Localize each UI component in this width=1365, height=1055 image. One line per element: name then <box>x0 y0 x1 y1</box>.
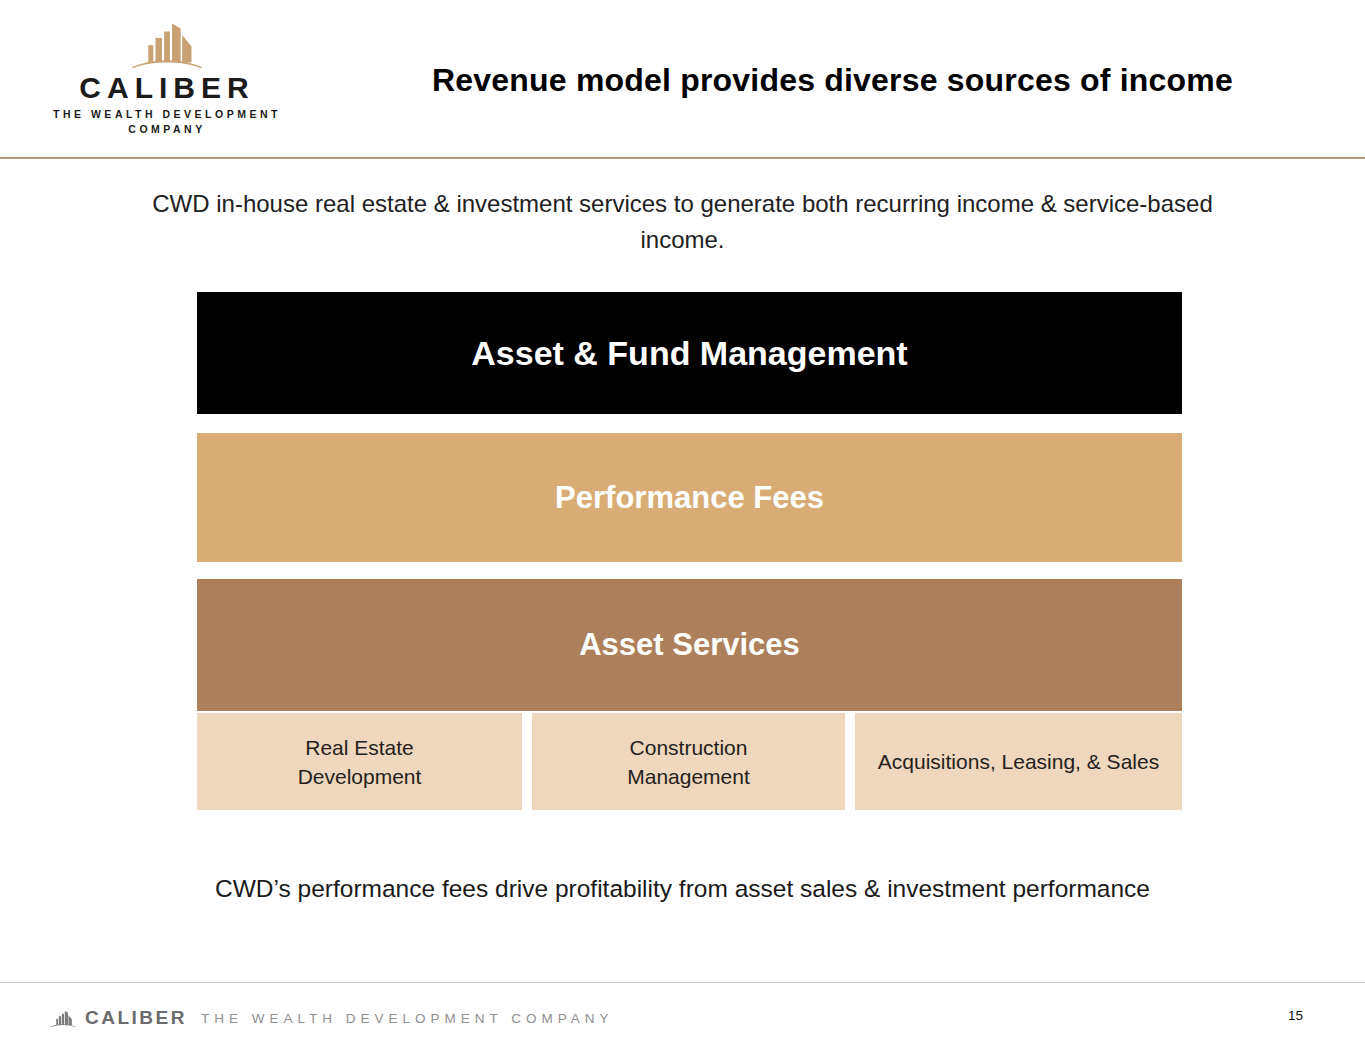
building-skyline-icon <box>50 1008 76 1028</box>
bar-label: Asset & Fund Management <box>471 334 907 373</box>
footnote-text: CWD’s performance fees drive profitabili… <box>40 875 1325 903</box>
bar-asset-fund-management: Asset & Fund Management <box>197 292 1182 414</box>
intro-section: CWD in-house real estate & investment se… <box>0 186 1365 258</box>
header-divider <box>0 157 1365 159</box>
bar-label: Performance Fees <box>555 480 824 516</box>
sub-box-label: Real Estate Development <box>277 733 442 791</box>
caliber-logo: CALIBER THE WEALTH DEVELOPMENT COMPANY <box>42 16 292 137</box>
footer-tagline-text: THE WEALTH DEVELOPMENT COMPANY <box>201 1011 614 1026</box>
building-skyline-icon <box>131 16 203 70</box>
footer-brand-text: CALIBER <box>85 1007 187 1029</box>
asset-services-sub-row: Real Estate Development Construction Man… <box>197 713 1182 810</box>
revenue-model-diagram: Asset & Fund Management Performance Fees… <box>197 292 1182 810</box>
bar-label: Asset Services <box>579 627 800 663</box>
intro-text: CWD in-house real estate & investment se… <box>145 186 1220 258</box>
logo-brand-text: CALIBER <box>42 72 292 104</box>
bar-performance-fees: Performance Fees <box>197 433 1182 562</box>
page-title: Revenue model provides diverse sources o… <box>320 62 1345 99</box>
sub-box-construction-management: Construction Management <box>532 713 845 810</box>
slide-header: CALIBER THE WEALTH DEVELOPMENT COMPANY R… <box>0 0 1365 158</box>
slide-footer: CALIBER THE WEALTH DEVELOPMENT COMPANY 1… <box>0 982 1365 1055</box>
sub-box-real-estate-development: Real Estate Development <box>197 713 522 810</box>
sub-box-label: Acquisitions, Leasing, & Sales <box>878 747 1159 776</box>
footer-caliber-logo: CALIBER THE WEALTH DEVELOPMENT COMPANY <box>50 1007 614 1029</box>
page-number: 15 <box>1288 1008 1303 1023</box>
sub-box-acquisitions-leasing-sales: Acquisitions, Leasing, & Sales <box>855 713 1182 810</box>
sub-box-label: Construction Management <box>596 733 781 791</box>
bar-asset-services: Asset Services <box>197 579 1182 711</box>
logo-tagline-text: THE WEALTH DEVELOPMENT COMPANY <box>42 107 292 137</box>
